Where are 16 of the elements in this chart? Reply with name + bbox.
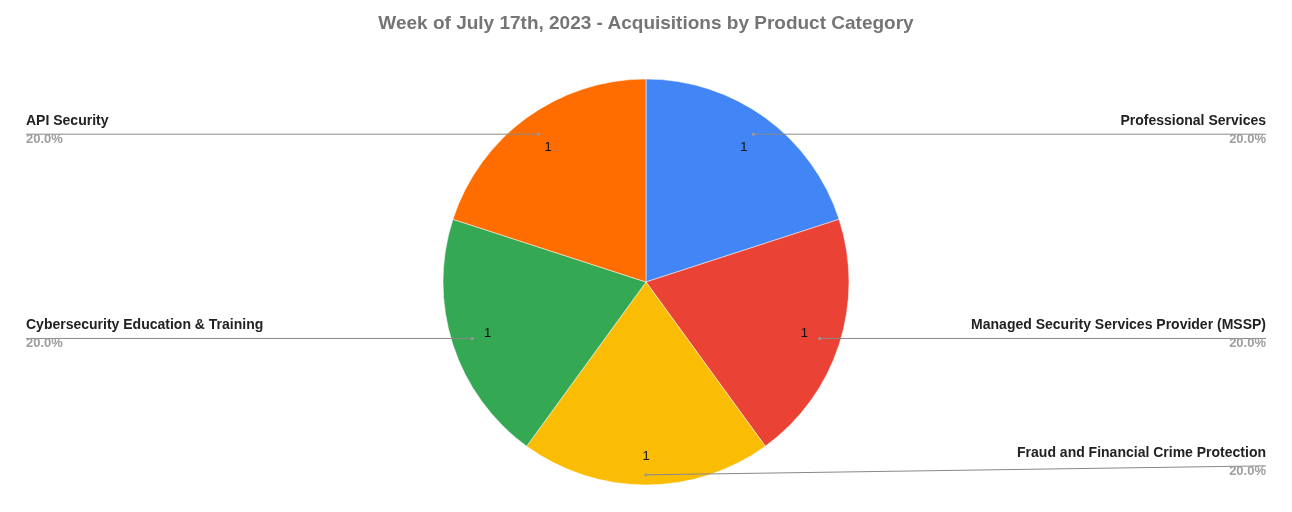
slice-label: Managed Security Services Provider (MSSP) [971, 316, 1266, 333]
data-label: 1 [642, 448, 650, 464]
slice-label: API Security [26, 112, 109, 129]
text: 20.0% [1229, 131, 1266, 147]
slice-label: Cybersecurity Education & Training [26, 316, 264, 333]
data-label: 1 [484, 325, 492, 341]
slice-label: Professional Services [1120, 112, 1267, 129]
text: 20.0% [26, 335, 63, 351]
data-label: 1 [800, 325, 808, 341]
chart-title: Week of July 17th, 2023 - Acquisitions by Product Category [378, 12, 915, 33]
slice-label: Fraud and Financial Crime Protection [1017, 443, 1266, 460]
text: 20.0% [1229, 335, 1266, 351]
data-label: 1 [740, 139, 748, 155]
text: 20.0% [1229, 462, 1266, 478]
data-label: 1 [544, 139, 552, 155]
text: 20.0% [26, 131, 63, 147]
